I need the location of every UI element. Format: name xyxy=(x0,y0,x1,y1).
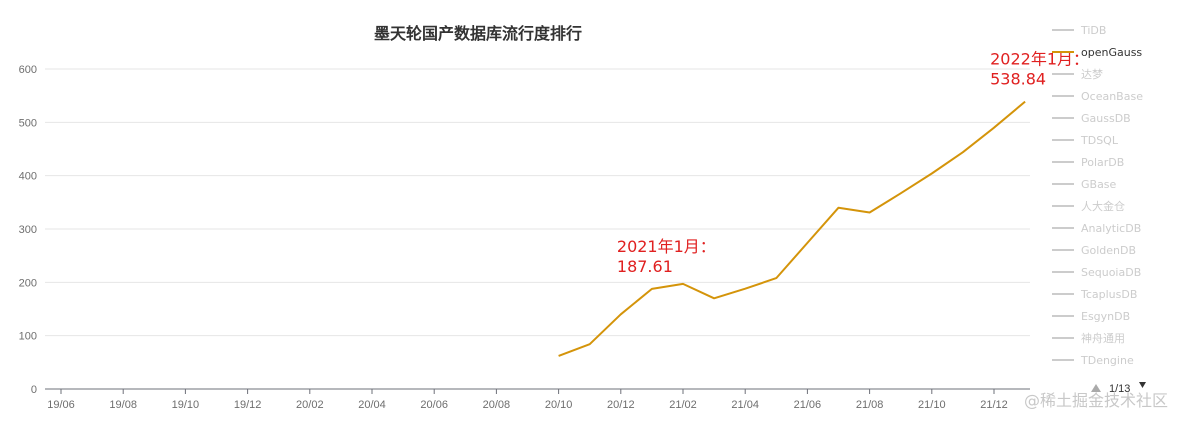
legend-item[interactable]: openGauss xyxy=(1081,46,1142,59)
x-tick-label: 21/06 xyxy=(794,399,822,411)
x-axis: 19/06 19/08 19/10 19/12 20/02 20/04 20/06 20/08… xyxy=(45,388,1030,411)
series-line-openGauss xyxy=(558,100,1026,357)
legend-item[interactable]: OceanBase xyxy=(1081,90,1143,103)
legend-item[interactable]: 达梦 xyxy=(1081,68,1103,81)
legend-item[interactable]: GoldenDB xyxy=(1081,244,1136,257)
watermark: @稀土掘金技术社区 xyxy=(1024,391,1168,410)
legend-item[interactable]: TDengine xyxy=(1080,354,1134,367)
x-tick-label: 20/10 xyxy=(545,399,573,411)
x-tick-label: 21/12 xyxy=(980,399,1008,411)
x-tick-label: 20/12 xyxy=(607,399,635,411)
x-tick-label: 21/04 xyxy=(731,399,759,411)
legend-item[interactable]: TDSQL xyxy=(1080,134,1119,147)
legend-item[interactable]: PolarDB xyxy=(1081,156,1124,169)
x-tick-label: 20/04 xyxy=(358,399,386,411)
x-tick-label: 19/10 xyxy=(172,399,200,411)
legend-item[interactable]: 人大金仓 xyxy=(1081,199,1125,213)
y-tick-label: 400 xyxy=(19,171,37,183)
legend-item[interactable]: TcaplusDB xyxy=(1080,288,1137,301)
x-tick-label: 20/02 xyxy=(296,399,324,411)
annotation-date: 2021年1月： xyxy=(617,237,716,256)
annotation-date: 2022年1月： xyxy=(990,50,1089,69)
annotation-value: 538.84 xyxy=(990,70,1046,89)
x-tick-label: 19/06 xyxy=(47,399,75,411)
chart-title: 墨天轮国产数据库流行度排行 xyxy=(374,24,582,43)
legend-item[interactable]: TiDB xyxy=(1080,24,1106,37)
annotation-value: 187.61 xyxy=(617,257,673,276)
x-tick-label: 21/02 xyxy=(669,399,697,411)
legend-item[interactable]: 神舟通用 xyxy=(1081,331,1125,345)
legend[interactable]: TiDB openGauss 达梦 OceanBase GaussDB TDSQL Pola… xyxy=(1052,24,1143,367)
pager-label: 1/13 xyxy=(1109,383,1130,395)
x-tick-label: 21/08 xyxy=(856,399,884,411)
legend-item[interactable]: EsgynDB xyxy=(1081,310,1130,323)
y-tick-label: 0 xyxy=(31,384,37,396)
x-tick-label: 19/12 xyxy=(234,399,262,411)
x-tick-label: 20/06 xyxy=(420,399,448,411)
y-tick-label: 500 xyxy=(19,117,37,129)
legend-item[interactable]: GaussDB xyxy=(1081,112,1131,125)
y-tick-label: 200 xyxy=(19,277,37,289)
y-tick-label: 600 xyxy=(19,64,37,76)
annotations: 2021年1月：187.61 2022年1月：538.84 xyxy=(617,50,1089,276)
legend-item[interactable]: SequoiaDB xyxy=(1081,266,1141,279)
y-axis: 0 100 200 300 400 500 600 xyxy=(19,64,37,396)
x-tick-label: 19/08 xyxy=(109,399,137,411)
legend-pager[interactable]: 1/13 xyxy=(1091,382,1146,395)
pager-next-icon[interactable] xyxy=(1139,382,1146,388)
legend-item[interactable]: AnalyticDB xyxy=(1081,222,1141,235)
legend-item[interactable]: GBase xyxy=(1081,178,1117,191)
pager-prev-icon[interactable] xyxy=(1091,384,1101,392)
series-layer xyxy=(558,100,1026,357)
x-tick-label: 20/08 xyxy=(483,399,511,411)
y-tick-label: 300 xyxy=(19,224,37,236)
x-tick-label: 21/10 xyxy=(918,399,946,411)
grid-lines xyxy=(45,68,1030,337)
y-tick-label: 100 xyxy=(19,331,37,343)
